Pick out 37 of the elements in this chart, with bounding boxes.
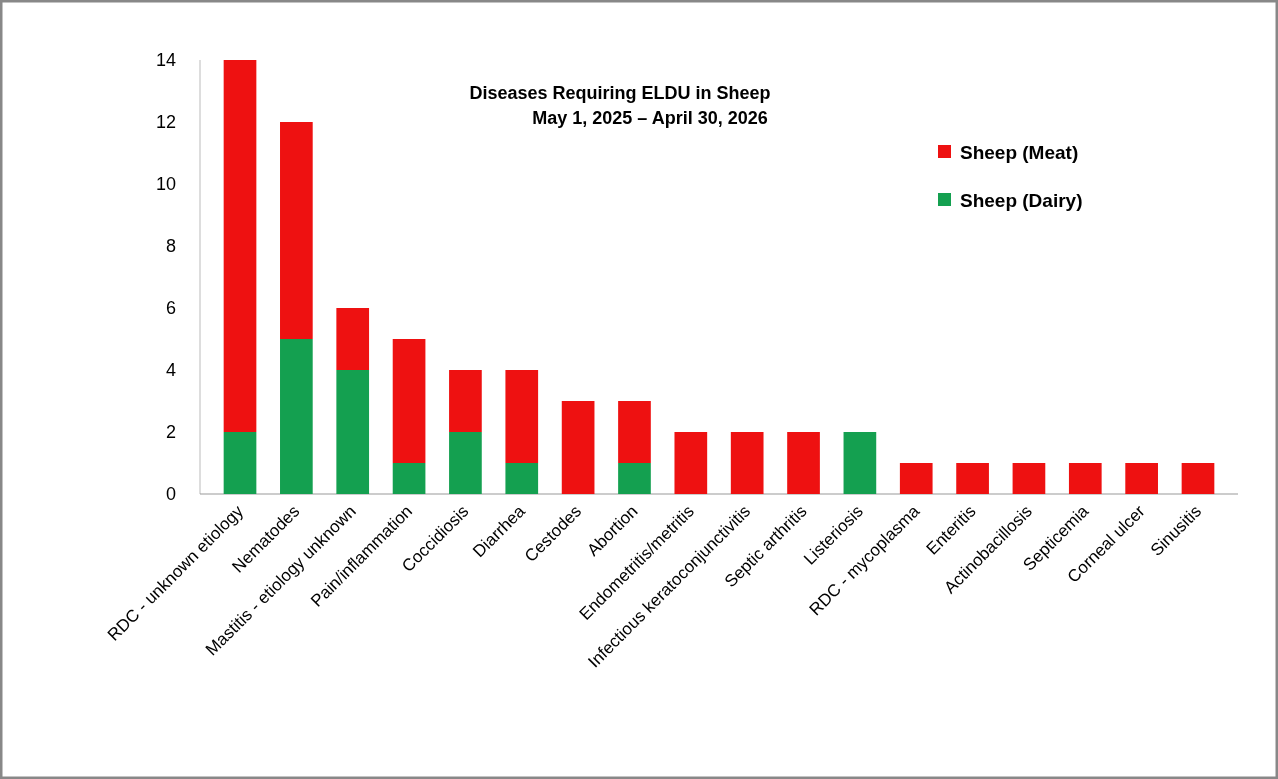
bar	[392, 339, 426, 463]
legend-label: Sheep (Meat)	[960, 141, 1079, 163]
bar	[449, 432, 482, 494]
y-tick-label: 14	[155, 50, 176, 71]
y-tick-label: 4	[165, 360, 176, 381]
bar	[674, 432, 708, 494]
y-tick-label: 0	[165, 484, 176, 505]
bar	[1012, 463, 1046, 494]
bar	[730, 432, 764, 494]
bar	[1125, 463, 1158, 494]
bar	[505, 463, 539, 494]
text: May 1, 2025 – April 30, 2026	[532, 108, 768, 128]
y-tick-label: 6	[165, 298, 176, 319]
bar	[449, 370, 482, 432]
bar	[505, 370, 539, 463]
bar	[1068, 463, 1102, 494]
bar	[336, 370, 370, 494]
y-tick-label: 8	[165, 236, 176, 257]
y-tick-label: 10	[155, 174, 176, 195]
bar	[787, 432, 820, 494]
bar	[336, 308, 370, 370]
bar	[843, 432, 877, 494]
bar	[392, 463, 426, 494]
bar	[223, 60, 257, 432]
text: Diseases Requiring ELDU in Sheep	[469, 83, 771, 103]
bar	[223, 432, 257, 494]
y-tick-label: 2	[165, 422, 176, 443]
bar	[280, 339, 313, 494]
legend-label: Sheep (Dairy)	[960, 189, 1083, 211]
bar	[280, 122, 313, 339]
bar	[1181, 463, 1215, 494]
bar	[899, 463, 933, 494]
bar	[561, 401, 595, 494]
bar	[956, 463, 989, 494]
y-tick-label: 12	[155, 112, 176, 133]
bar	[618, 401, 651, 463]
bar	[618, 463, 651, 494]
